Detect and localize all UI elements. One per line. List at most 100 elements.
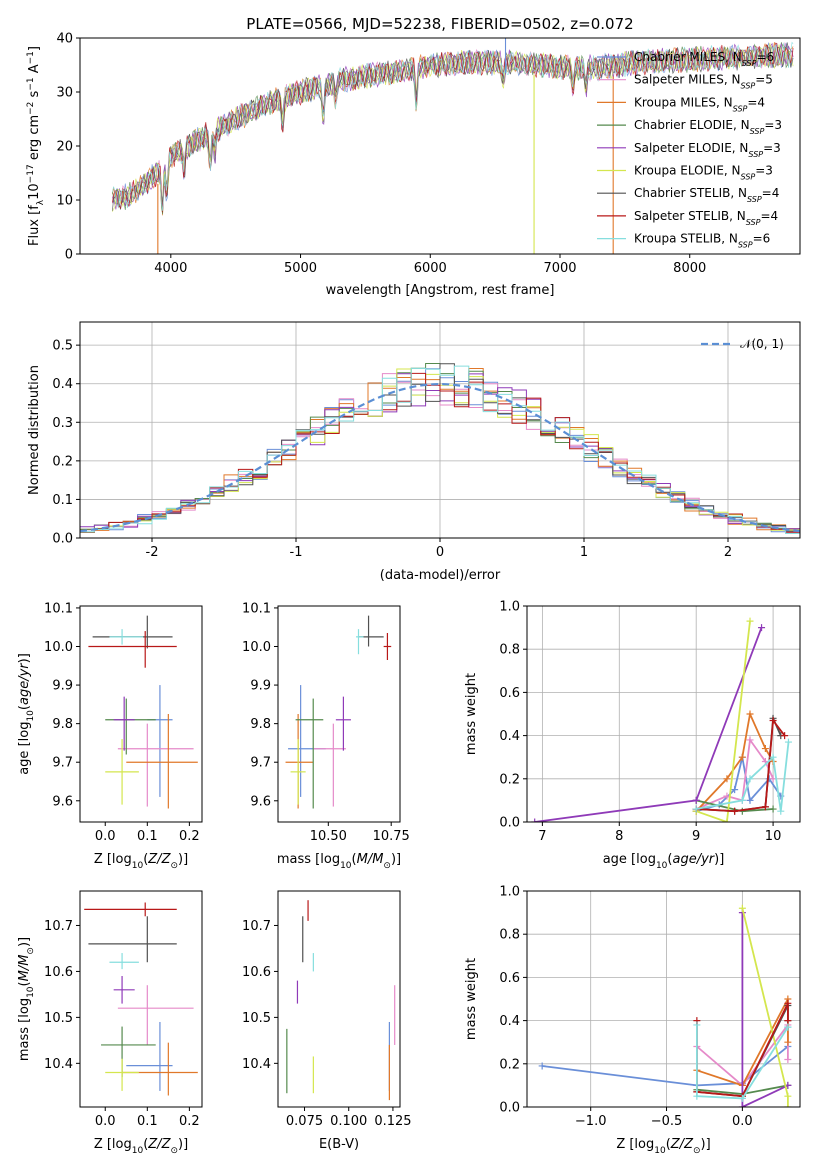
y-tick-label: 0.4 <box>52 377 73 392</box>
data-point <box>105 1058 139 1091</box>
data-point <box>117 723 194 807</box>
y-tick-label: 0.6 <box>499 971 520 986</box>
label-part: Z [log <box>94 852 132 867</box>
plot-area <box>88 615 198 809</box>
x-tick-label: 0 <box>436 545 444 560</box>
data-point <box>126 1021 173 1091</box>
axes-frame <box>79 605 203 823</box>
y-tick-label: 10.0 <box>44 640 73 655</box>
frame: 0.0 0.1 0.2 10.4 10.5 10.6 10.7 <box>44 890 203 1129</box>
label-part: Normed distribution <box>27 365 42 495</box>
series-marker <box>784 1017 792 1025</box>
legend-label-name: Chabrier MILES, N <box>634 50 742 64</box>
series-marker <box>784 1023 792 1031</box>
x-tick-label: 0.0 <box>95 829 116 844</box>
label-part: −1 <box>26 51 36 64</box>
label-part: mass weight <box>464 673 479 755</box>
label-part: )] <box>701 1137 711 1152</box>
data-point <box>105 739 139 805</box>
x-tick-label: 8000 <box>673 261 706 276</box>
series-marker <box>738 904 746 912</box>
label-part: ⊙ <box>170 861 178 871</box>
legend-label-name: Chabrier ELODIE, N <box>634 118 750 132</box>
legend-label-sub: SSP <box>742 59 757 68</box>
legend-label-count: =6 <box>753 232 771 246</box>
legend-label: Kroupa STELIB, NSSP=6 <box>634 232 770 250</box>
legend-label-count: =3 <box>764 118 782 132</box>
series-marker <box>693 1092 701 1100</box>
x-tick-label: -1 <box>290 545 303 560</box>
x-axis-label: Z [log10(Z/Z⊙)] <box>94 852 188 871</box>
legend-label: Kroupa MILES, NSSP=4 <box>634 95 765 113</box>
data-point <box>88 916 177 963</box>
legend-label: Chabrier STELIB, NSSP=4 <box>634 186 779 204</box>
label-part: mass [log <box>17 998 32 1061</box>
series-marker <box>531 818 539 822</box>
legend-label: Chabrier ELODIE, NSSP=3 <box>634 118 782 136</box>
y-tick-label: 0.8 <box>499 643 520 658</box>
plot-area <box>80 363 800 534</box>
x-tick-label: 0.1 <box>137 829 158 844</box>
label-part: Z/Z <box>147 1137 171 1152</box>
plot-area <box>285 615 392 809</box>
data-point <box>295 698 324 809</box>
frame: 10.50 10.75 9.6 9.7 9.8 9.9 10.0 10.1 <box>242 601 410 844</box>
data-point <box>126 714 198 809</box>
y-tick-label: 0.2 <box>499 1057 520 1072</box>
label-part: ( <box>17 705 32 710</box>
series-marker <box>769 753 777 761</box>
axes-frame <box>526 605 801 823</box>
label-part: mass weight <box>464 958 479 1040</box>
legend-label-count: =5 <box>755 73 773 87</box>
y-tick-label: 0.0 <box>499 1101 520 1116</box>
label-part: age/yr <box>672 852 715 867</box>
label-part: Z [log <box>616 1137 654 1152</box>
label-part: ( <box>352 852 357 867</box>
series-marker <box>784 999 792 1007</box>
series-marker <box>538 1062 546 1070</box>
y-tick-label: 30 <box>56 86 73 101</box>
y-axis-label: mass weight <box>464 958 479 1040</box>
x-tick-label: 5000 <box>284 261 317 276</box>
label-part: Z/Z <box>147 852 171 867</box>
series-line <box>696 742 790 812</box>
y-tick-label: 9.7 <box>52 756 73 771</box>
y-tick-label: 0.2 <box>52 454 73 469</box>
series-marker <box>746 736 754 744</box>
legend-label: Salpeter STELIB, NSSP=4 <box>634 209 778 227</box>
label-part: ⊙ <box>26 947 36 955</box>
label-part: )] <box>17 937 32 947</box>
label-part: age/yr <box>17 662 32 705</box>
series-marker <box>746 710 754 718</box>
label-part: Z [log <box>94 1137 132 1152</box>
label-part: 10 <box>26 986 36 998</box>
normal-legend-label: 𝒩(0, 1) <box>740 337 784 351</box>
label-part: 10 <box>340 861 352 871</box>
x-axis-label: wavelength [Angstrom, rest frame] <box>326 283 555 298</box>
data-point <box>113 696 135 751</box>
label-part: Z/Z <box>670 1137 694 1152</box>
label-part: )] <box>178 1137 188 1152</box>
data-point <box>105 698 156 755</box>
x-axis-label: Z [log10(Z/Z⊙)] <box>616 1137 710 1156</box>
data-point <box>88 631 177 668</box>
x-tick-label: 0.0 <box>95 1114 116 1129</box>
axes-frame <box>79 890 203 1108</box>
y-tick-label: 9.6 <box>52 794 73 809</box>
y-tick-label: 0.2 <box>499 772 520 787</box>
histogram-step <box>80 365 800 534</box>
y-axis-label: Normed distribution <box>27 365 42 495</box>
legend-label: Kroupa ELODIE, NSSP=3 <box>634 164 773 182</box>
y-tick-label: 0.0 <box>499 816 520 831</box>
data-point <box>313 723 346 807</box>
x-tick-label: 0.125 <box>374 1114 411 1129</box>
label-part: Flux [f <box>27 205 42 246</box>
label-part: ⊙ <box>383 861 391 871</box>
y-tick-label: 10.5 <box>242 1011 271 1026</box>
data-point <box>355 629 364 655</box>
x-tick-label: 6000 <box>414 261 447 276</box>
legend-label: Chabrier MILES, NSSP=6 <box>634 50 774 68</box>
label-part: −17 <box>26 164 36 183</box>
y-tick-label: 10.4 <box>44 1057 73 1072</box>
series-line <box>741 912 789 1107</box>
